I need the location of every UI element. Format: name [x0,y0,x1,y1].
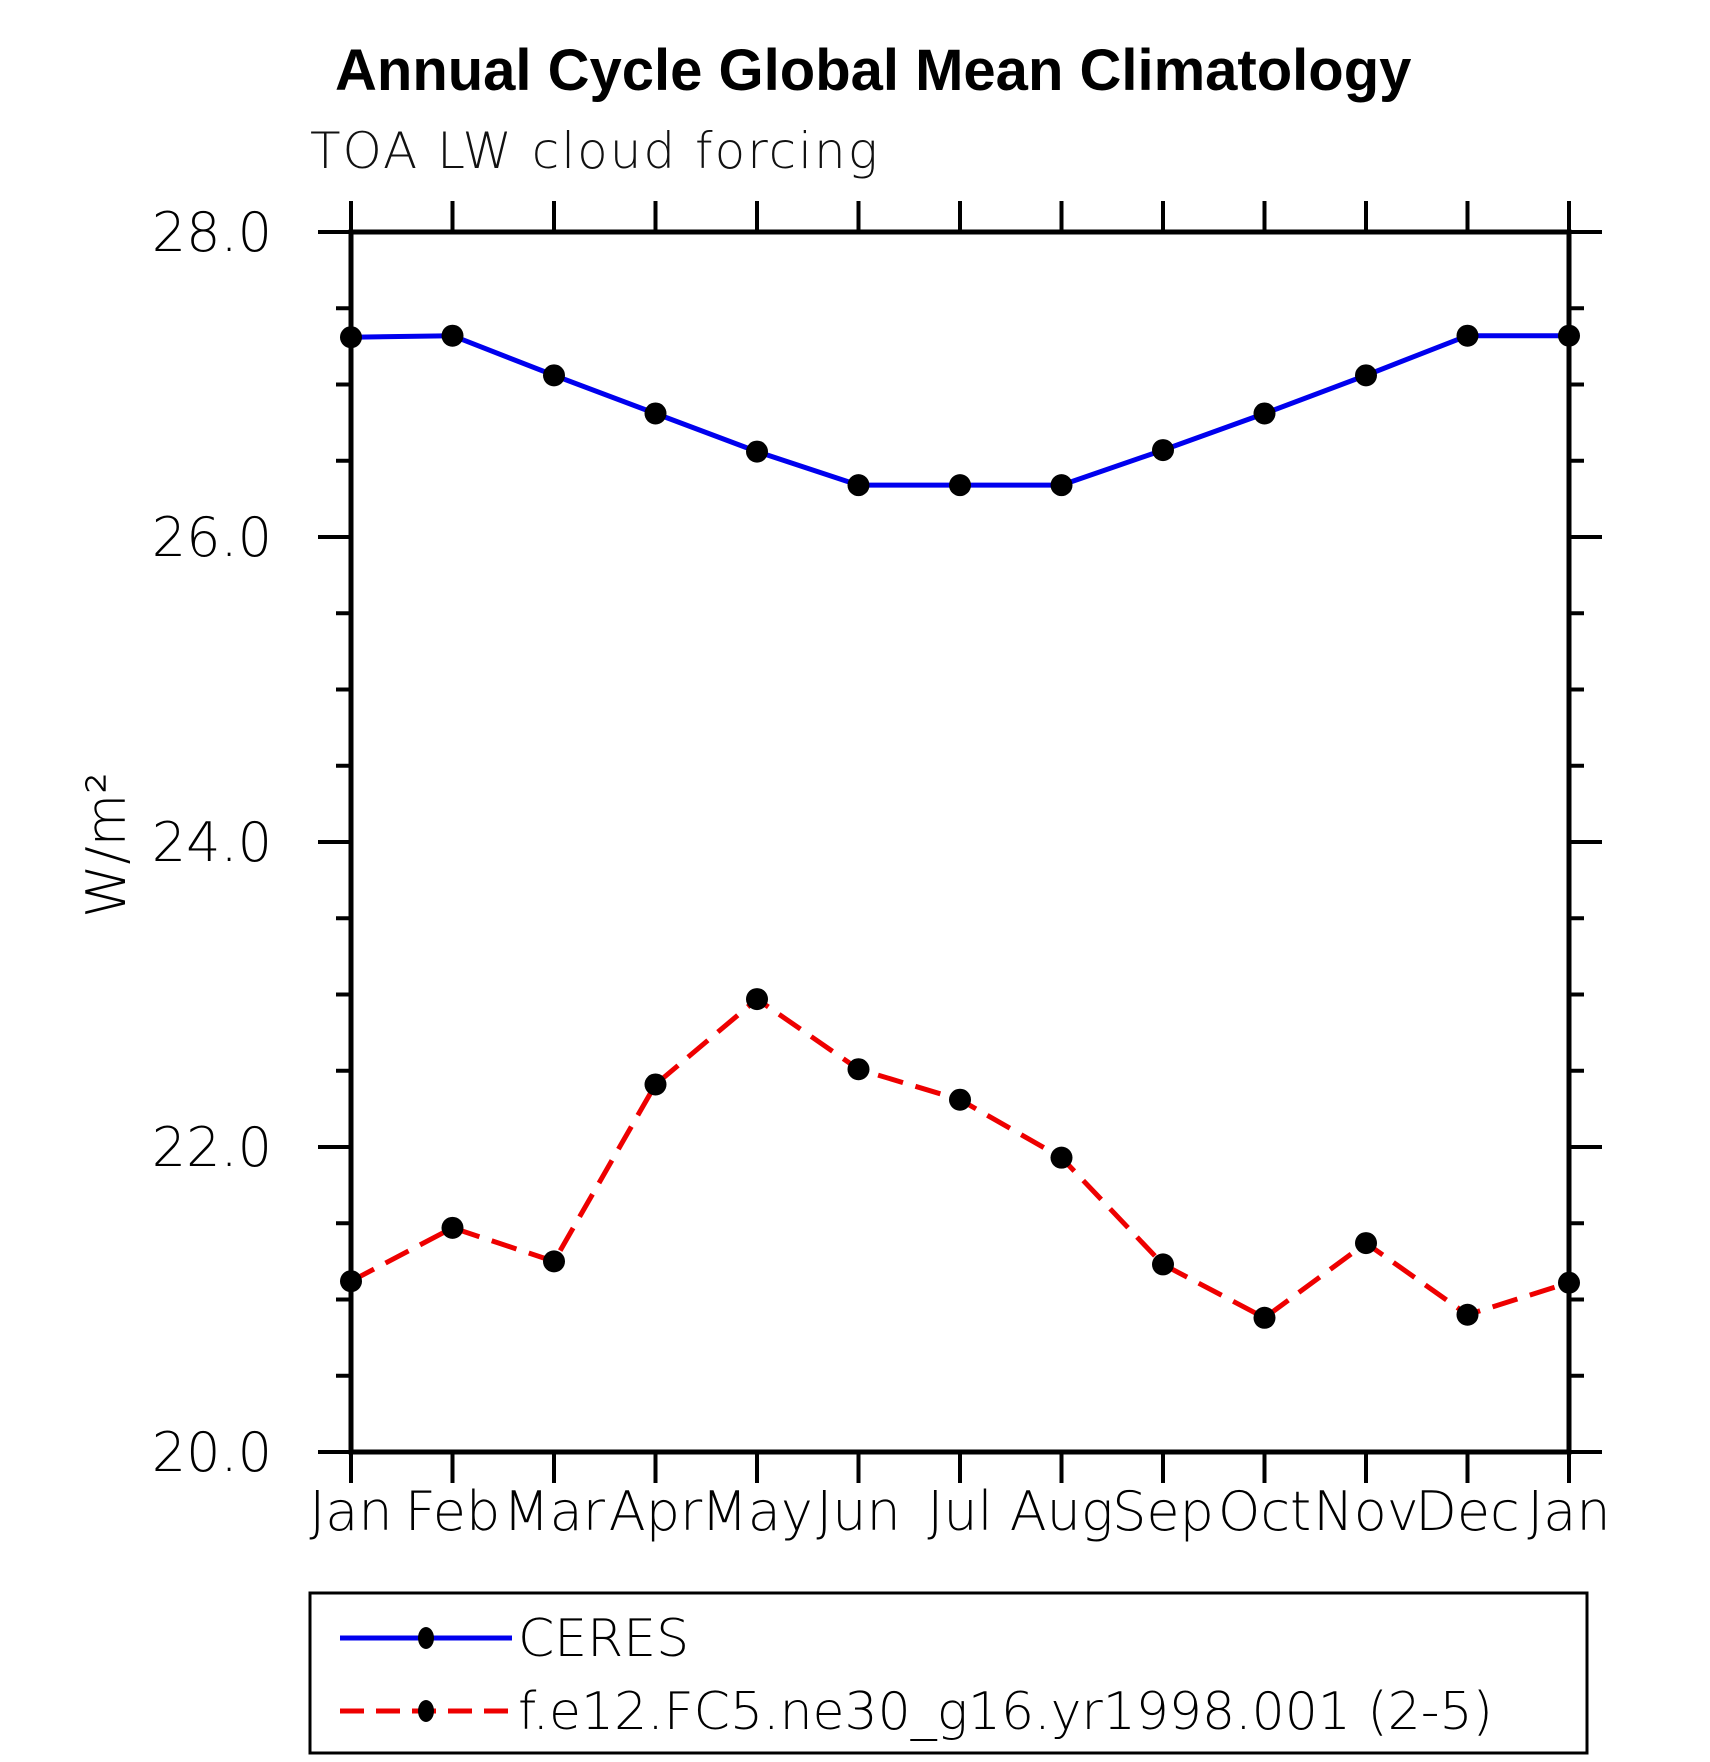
y-axis-label: W/m² [75,772,138,918]
data-point-model [1050,1146,1073,1169]
x-tick-label: Sep [1112,1480,1214,1543]
data-point-model [340,1270,362,1293]
data-point-ceres [1355,364,1377,387]
y-tick-label: 22.0 [152,1116,272,1179]
data-point-ceres [644,402,667,425]
data-point-model [543,1250,565,1273]
data-point-model [644,1073,667,1096]
chart-title: Annual Cycle Global Mean Climatology [335,38,1411,103]
chart-subtitle: TOA LW cloud forcing [310,122,880,180]
data-point-model [441,1216,464,1239]
data-point-model [1355,1232,1377,1255]
data-point-model [1253,1306,1276,1329]
x-tick-label: Dec [1415,1480,1520,1543]
data-point-model [949,1088,971,1111]
x-tick-label: Jun [816,1480,900,1543]
data-point-ceres [441,324,464,347]
data-point-ceres [1152,439,1174,462]
x-tick-label: Nov [1313,1480,1418,1543]
legend-markers [340,1627,512,1722]
x-tick-label: Jan [1527,1480,1610,1543]
series-line-model [349,995,1570,1321]
series-line-ceres [350,333,1569,488]
legend-marker-dot [418,1627,434,1649]
data-point-ceres [1050,474,1073,497]
plot-box [348,229,1572,1455]
legend: CERES f.e12.FC5.ne30_g16.yr1998.001 (2-5… [308,1591,1589,1755]
y-tick-label: 26.0 [152,506,272,569]
data-point-ceres [1253,402,1276,425]
data-point-ceres [1558,324,1580,347]
y-tick-label: 20.0 [152,1421,272,1484]
x-tick-label: May [701,1480,813,1543]
data-point-model [847,1058,870,1081]
y-tick-label: 28.0 [152,201,272,264]
x-tick-label: Mar [503,1480,606,1543]
legend-box [308,1591,1589,1755]
data-point-ceres [340,326,362,349]
legend-marker-dot [418,1700,434,1722]
data-point-ceres [949,474,971,497]
legend-label-ceres: CERES [518,1609,689,1669]
legend-label-model: f.e12.FC5.ne30_g16.yr1998.001 (2-5) [518,1682,1493,1742]
data-point-model [746,988,768,1011]
data-point-ceres [847,474,870,497]
x-tick-label: Feb [405,1480,501,1543]
x-tick-label: Oct [1218,1480,1311,1543]
x-tick-label: Aug [1010,1480,1114,1543]
data-point-ceres [1456,324,1479,347]
x-tick-label: Jan [309,1480,392,1543]
data-point-ceres [746,440,768,463]
data-point-model [1456,1303,1479,1326]
y-tick-label: 24.0 [152,811,272,874]
x-tick-label: Jul [927,1480,992,1543]
x-tick-label: Apr [609,1480,703,1543]
data-point-model [1558,1271,1580,1294]
data-point-model [1152,1253,1174,1276]
data-point-ceres [543,364,565,387]
